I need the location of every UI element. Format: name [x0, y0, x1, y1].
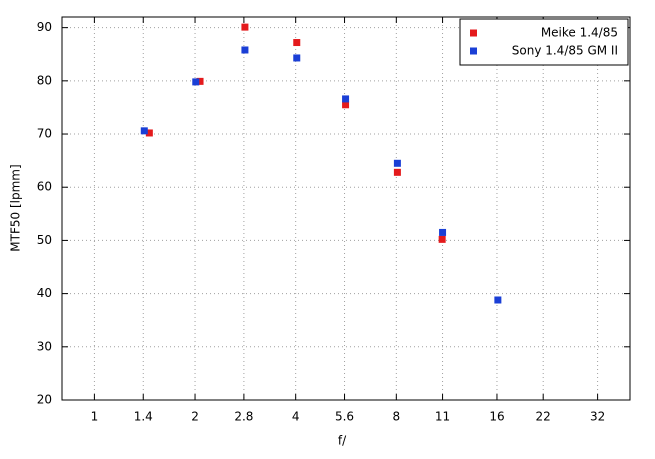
y-tick-label: 90	[37, 20, 52, 34]
point	[196, 77, 204, 85]
point	[241, 46, 249, 54]
legend-label: Sony 1.4/85 GM II	[512, 44, 618, 58]
x-tick-label: 2.8	[234, 410, 253, 424]
y-tick-label: 30	[37, 339, 52, 353]
point	[342, 95, 350, 103]
x-tick-label: 11	[435, 410, 450, 424]
point	[293, 39, 301, 47]
point	[140, 127, 148, 135]
point	[393, 168, 401, 176]
point	[342, 101, 350, 109]
point	[494, 296, 502, 304]
point	[145, 129, 153, 137]
point	[192, 78, 200, 86]
plot-frame	[61, 16, 631, 401]
y-tick-label: 80	[37, 73, 52, 87]
x-axis-label: f/	[338, 434, 347, 448]
y-tick-label: 70	[37, 127, 52, 141]
y-tick-label: 40	[37, 286, 52, 300]
x-tick-label: 8	[392, 410, 400, 424]
point	[393, 159, 401, 167]
point	[241, 23, 249, 31]
x-tick-label: 2	[191, 410, 199, 424]
y-tick-label: 50	[37, 233, 52, 247]
legend-swatch	[470, 29, 477, 37]
legend-box	[459, 18, 629, 66]
x-tick-label: 4	[292, 410, 300, 424]
point	[438, 235, 446, 243]
legend-label: Meike 1.4/85	[541, 26, 618, 40]
y-tick-label: 20	[37, 393, 52, 407]
point	[293, 54, 301, 62]
x-tick-label: 1.4	[134, 410, 153, 424]
x-tick-label: 32	[590, 410, 605, 424]
x-tick-label: 22	[536, 410, 551, 424]
legend-swatch	[470, 47, 477, 55]
x-tick-label: 1	[91, 410, 99, 424]
y-tick-label: 60	[37, 180, 52, 194]
point	[439, 228, 447, 236]
x-tick-label: 5.6	[335, 410, 354, 424]
y-axis-label: MTF50 [lpmm]	[9, 164, 23, 251]
x-tick-label: 16	[489, 410, 504, 424]
